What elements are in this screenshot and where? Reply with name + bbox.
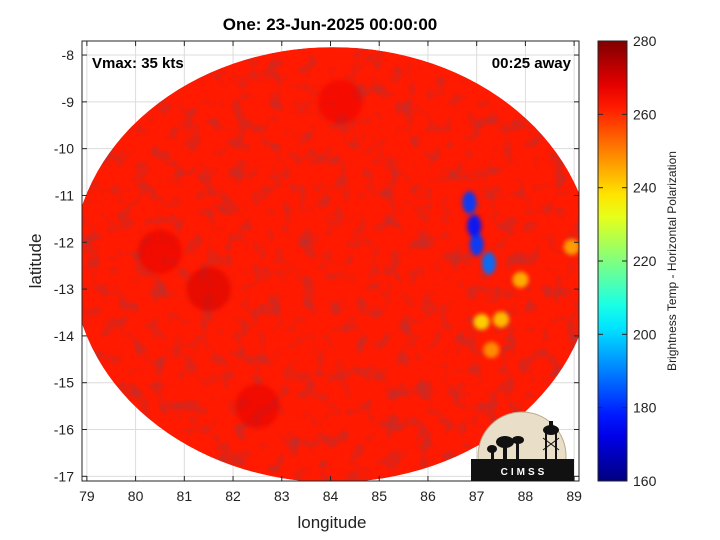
x-axis-ticks: 79 80 81 82 83 84 85 86 87 88 89 xyxy=(79,41,582,504)
cold-feature xyxy=(512,271,529,288)
x-tick-label: 88 xyxy=(518,488,534,504)
x-tick-label: 79 xyxy=(79,488,95,504)
x-tick-label: 87 xyxy=(469,488,485,504)
warm-feature xyxy=(137,229,182,274)
colorbar-tick-label: 260 xyxy=(633,106,657,122)
warm-feature xyxy=(318,79,363,124)
vmax-annotation: Vmax: 35 kts xyxy=(92,55,184,72)
cold-feature xyxy=(469,233,484,256)
colorbar-tick-label: 180 xyxy=(633,400,657,416)
time-away-annotation: 00:25 away xyxy=(492,55,572,72)
warm-feature xyxy=(235,384,280,429)
warm-feature xyxy=(186,267,231,312)
y-tick-label: -15 xyxy=(54,375,74,391)
cimss-logo: CIMSS xyxy=(471,411,574,481)
cold-feature xyxy=(462,191,477,214)
x-tick-label: 89 xyxy=(566,488,582,504)
y-axis-ticks: -8 -9 -10 -11 -12 -13 -14 -15 -16 -17 xyxy=(54,47,579,484)
y-tick-label: -12 xyxy=(54,234,74,250)
cold-feature xyxy=(493,311,510,328)
brightness-temp-swath xyxy=(82,47,579,481)
cold-feature xyxy=(563,238,579,255)
y-tick-label: -16 xyxy=(54,422,74,438)
y-tick-label: -14 xyxy=(54,328,74,344)
x-tick-label: 86 xyxy=(420,488,436,504)
colorbar-tick-label: 200 xyxy=(633,326,657,342)
y-tick-label: -11 xyxy=(55,187,74,203)
y-tick-label: -13 xyxy=(54,281,74,297)
cold-feature xyxy=(481,252,496,275)
x-axis-label: longitude xyxy=(297,513,366,532)
chart-title: One: 23-Jun-2025 00:00:00 xyxy=(223,15,438,34)
x-tick-label: 83 xyxy=(274,488,290,504)
x-tick-label: 84 xyxy=(323,488,339,504)
y-axis-label: latitude xyxy=(26,234,45,289)
colorbar-ticks: 160 180 200 220 240 260 280 xyxy=(598,33,657,489)
y-tick-label: -9 xyxy=(62,94,75,110)
colorbar-label: Brightness Temp - Horizontal Polarizatio… xyxy=(665,151,679,371)
colorbar-tick-label: 280 xyxy=(633,33,657,49)
colorbar-tick-label: 240 xyxy=(633,180,657,196)
x-tick-label: 82 xyxy=(225,488,241,504)
cold-feature xyxy=(473,313,490,330)
cold-feature xyxy=(483,341,500,358)
x-tick-label: 81 xyxy=(177,488,193,504)
logo-text: CIMSS xyxy=(501,467,548,478)
cold-feature xyxy=(467,214,482,238)
y-tick-label: -8 xyxy=(62,47,75,63)
colorbar-tick-label: 160 xyxy=(633,473,657,489)
colorbar-tick-label: 220 xyxy=(633,253,657,269)
y-tick-label: -10 xyxy=(54,141,74,157)
x-tick-label: 85 xyxy=(371,488,387,504)
x-tick-label: 80 xyxy=(128,488,144,504)
y-tick-label: -17 xyxy=(54,468,74,484)
